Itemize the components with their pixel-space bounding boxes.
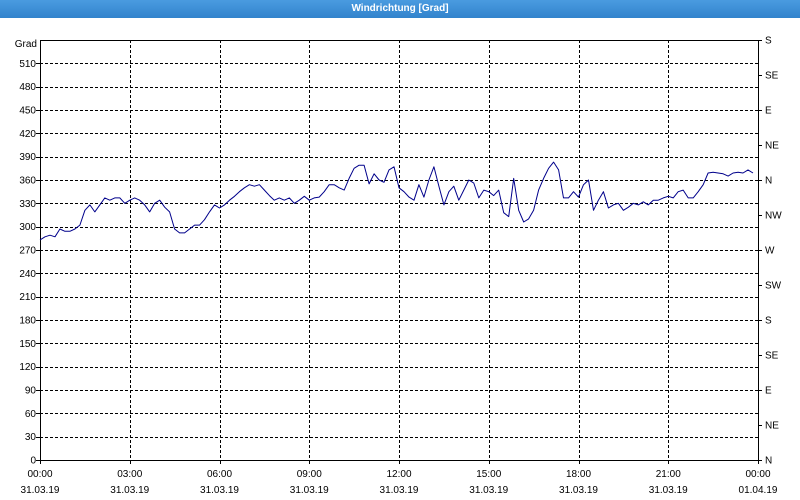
compass-label: N <box>765 176 772 187</box>
compass-label: E <box>765 386 772 397</box>
x-tick-date-label: 31.03.19 <box>200 485 239 496</box>
x-tick-date-label: 31.03.19 <box>110 485 149 496</box>
plot-area-border <box>40 40 759 461</box>
y-tick-label: 450 <box>19 106 36 117</box>
x-tick-time-label: 15:00 <box>476 469 501 480</box>
compass-label: SW <box>765 281 782 292</box>
y-tick-label: 30 <box>25 432 37 443</box>
x-tick-date-label: 31.03.19 <box>469 485 508 496</box>
x-tick-time-label: 06:00 <box>207 469 232 480</box>
compass-label: NE <box>765 141 779 152</box>
x-tick-date-label: 31.03.19 <box>290 485 329 496</box>
compass-label: E <box>765 106 772 117</box>
compass-label: N <box>765 456 772 467</box>
y-tick-label: 60 <box>25 409 37 420</box>
x-tick-time-label: 00:00 <box>745 469 770 480</box>
compass-label: NW <box>765 211 782 222</box>
y-tick-label: 420 <box>19 129 36 140</box>
y-tick-label: 0 <box>30 456 36 467</box>
compass-label: W <box>765 246 775 257</box>
y-tick-label: 210 <box>19 292 36 303</box>
compass-label: S <box>765 36 772 47</box>
y-tick-label: 480 <box>19 82 36 93</box>
x-tick-time-label: 18:00 <box>566 469 591 480</box>
y-tick-label: 90 <box>25 386 37 397</box>
y-tick-label: 270 <box>19 246 36 257</box>
y-tick-label: 390 <box>19 152 36 163</box>
window-title-bar: Windrichtung [Grad] <box>0 0 800 18</box>
compass-label: SE <box>765 351 779 362</box>
y-tick-label: 360 <box>19 176 36 187</box>
x-tick-date-label: 31.03.19 <box>21 485 60 496</box>
y-axis-label: Grad <box>15 39 37 50</box>
y-tick-label: 120 <box>19 362 36 373</box>
compass-label: SE <box>765 71 779 82</box>
chart-title: Windrichtung [Grad] <box>351 3 449 14</box>
x-tick-time-label: 21:00 <box>656 469 681 480</box>
x-tick-date-label: 01.04.19 <box>739 485 778 496</box>
compass-label: NE <box>765 421 779 432</box>
x-tick-date-label: 31.03.19 <box>380 485 419 496</box>
x-tick-time-label: 03:00 <box>117 469 142 480</box>
y-tick-label: 240 <box>19 269 36 280</box>
x-tick-date-label: 31.03.19 <box>559 485 598 496</box>
y-tick-label: 330 <box>19 199 36 210</box>
x-tick-time-label: 12:00 <box>386 469 411 480</box>
x-tick-date-label: 31.03.19 <box>649 485 688 496</box>
y-tick-label: 510 <box>19 59 36 70</box>
data-line <box>39 161 754 241</box>
x-tick-time-label: 09:00 <box>297 469 322 480</box>
x-tick-time-label: 00:00 <box>27 469 52 480</box>
y-tick-label: 180 <box>19 316 36 327</box>
compass-label: S <box>765 316 772 327</box>
y-tick-label: 300 <box>19 222 36 233</box>
y-tick-label: 150 <box>19 339 36 350</box>
